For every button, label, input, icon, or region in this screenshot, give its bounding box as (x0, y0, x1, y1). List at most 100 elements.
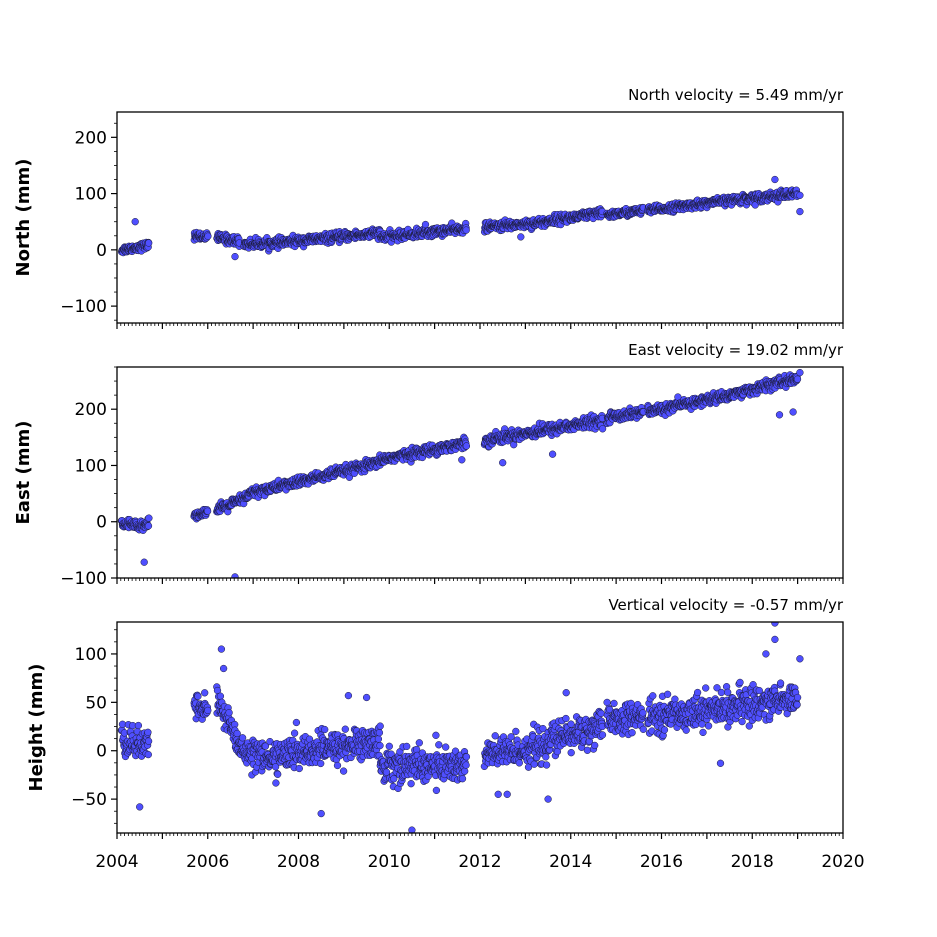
y-tick-label: 100 (75, 185, 107, 205)
data-point (628, 729, 636, 737)
data-point (333, 761, 342, 770)
data-point (553, 747, 562, 756)
data-point (796, 207, 804, 216)
y-tick-label: 0 (96, 241, 107, 261)
data-point (231, 252, 239, 261)
data-point (144, 728, 152, 736)
data-point (512, 727, 520, 736)
y-tick-label: 200 (75, 400, 107, 420)
data-point (407, 780, 415, 788)
data-point (567, 749, 575, 757)
data-point (462, 226, 470, 234)
data-point (491, 732, 499, 740)
y-tick-label: −100 (60, 297, 107, 317)
data-point (515, 759, 523, 767)
data-point (274, 770, 282, 778)
data-point (421, 220, 430, 229)
y-axis-label: North (mm) (13, 159, 34, 277)
data-point (603, 698, 611, 707)
data-point (462, 761, 470, 769)
y-tick-label: 0 (96, 513, 107, 533)
data-point (376, 722, 384, 730)
data-point (415, 739, 423, 747)
data-point (144, 750, 152, 759)
data-point (793, 375, 802, 383)
data-point (201, 689, 209, 697)
data-point (382, 768, 391, 776)
data-point (542, 761, 551, 769)
data-point (261, 742, 270, 750)
data-point (562, 714, 570, 723)
points-group (117, 175, 804, 261)
data-point (796, 368, 804, 377)
data-point (292, 718, 301, 727)
points-group (117, 368, 804, 578)
data-point (376, 741, 384, 750)
data-point (216, 692, 225, 700)
data-point (598, 731, 607, 739)
data-point (517, 233, 525, 241)
data-point (698, 720, 706, 728)
y-tick-label: 200 (75, 128, 107, 148)
data-point (442, 743, 450, 751)
data-point (724, 688, 732, 696)
data-point (796, 191, 804, 199)
data-point (771, 175, 779, 184)
data-point (663, 690, 672, 698)
data-point (639, 709, 647, 717)
data-point (435, 741, 443, 749)
data-point (598, 425, 607, 433)
data-point (145, 239, 153, 247)
data-point (194, 692, 202, 700)
data-point (458, 775, 467, 783)
data-point (145, 514, 153, 522)
panel-title: East velocity = 19.02 mm/yr (628, 341, 844, 359)
data-point (539, 724, 547, 733)
data-point (203, 507, 212, 515)
data-point (317, 759, 325, 768)
data-point (387, 750, 395, 758)
data-point (682, 726, 690, 734)
data-point (390, 775, 398, 783)
data-point (375, 729, 384, 737)
data-point (610, 699, 618, 708)
data-point (671, 695, 679, 703)
data-point (717, 688, 726, 697)
data-point (548, 450, 557, 458)
data-point (775, 411, 784, 419)
data-point (693, 688, 702, 697)
y-axis-label: East (mm) (13, 421, 34, 525)
data-point (204, 232, 212, 240)
data-point (583, 746, 592, 754)
data-point (225, 709, 233, 717)
data-point (499, 459, 507, 467)
data-point (295, 764, 303, 773)
points-group (117, 622, 804, 833)
data-point (649, 692, 657, 700)
y-tick-label: −100 (60, 569, 107, 589)
data-point (134, 721, 143, 730)
data-point (144, 737, 153, 745)
data-point (713, 684, 721, 692)
data-point (702, 684, 710, 692)
data-point (597, 709, 605, 718)
data-point (639, 725, 647, 733)
data-point (341, 725, 349, 733)
data-point (140, 558, 148, 566)
data-point (462, 753, 471, 761)
data-point (272, 779, 280, 787)
data-point (591, 741, 599, 750)
data-point (204, 706, 212, 715)
data-point (699, 728, 707, 737)
data-point (231, 573, 239, 578)
data-point (789, 408, 797, 416)
data-point (507, 733, 515, 741)
data-point (458, 456, 466, 464)
data-point (131, 218, 139, 226)
data-point (462, 442, 471, 450)
